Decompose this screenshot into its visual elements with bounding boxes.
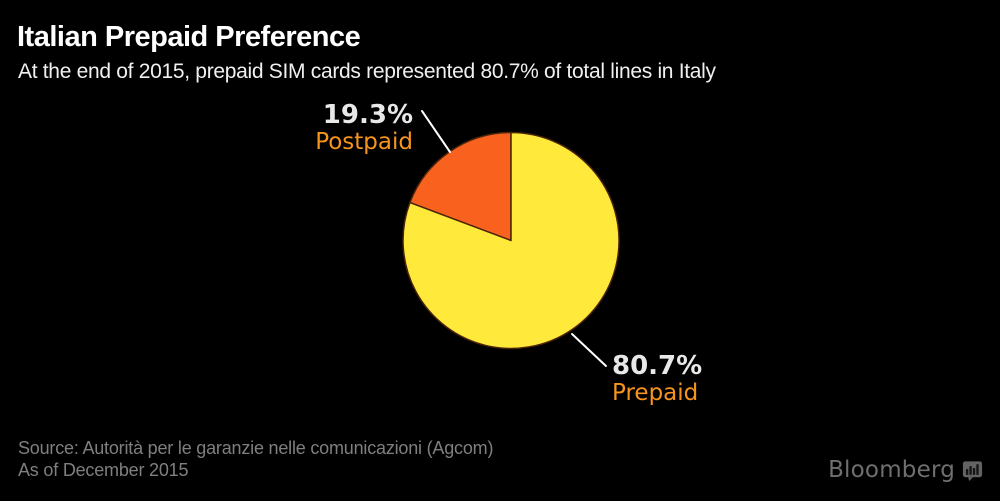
prepaid-name-label: Prepaid: [612, 380, 699, 406]
pie-slice-prepaid: [402, 131, 620, 350]
chart-title: Italian Prepaid Preference: [17, 21, 361, 53]
source-note: Source: Autorità per le garanzie nelle c…: [18, 437, 493, 481]
source-line: Source: Autorità per le garanzie nelle c…: [18, 438, 494, 458]
prepaid-percent-label: 80.7%: [612, 351, 703, 381]
bar-chart-bubble-icon: [962, 460, 983, 481]
postpaid-callout-line: [421, 110, 451, 153]
bloomberg-logo: Bloomberg: [828, 457, 984, 483]
postpaid-name-label: Postpaid: [315, 129, 413, 155]
bloomberg-wordmark: Bloomberg: [828, 457, 955, 483]
as-of-line: As of December 2015: [18, 460, 189, 480]
prepaid-callout-line: [571, 333, 607, 367]
postpaid-percent-label: 19.3%: [322, 100, 413, 130]
chart-subtitle: At the end of 2015, prepaid SIM cards re…: [18, 60, 716, 83]
